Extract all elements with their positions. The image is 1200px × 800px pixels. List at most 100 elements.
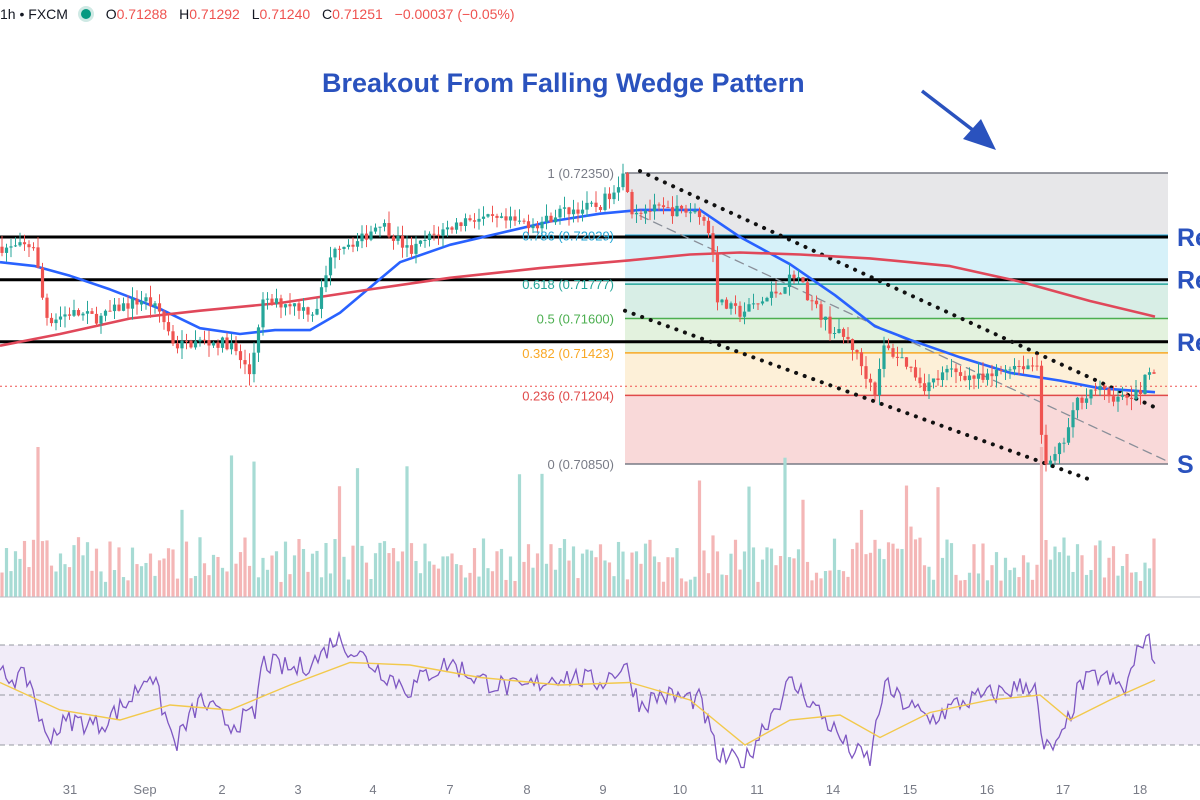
volume-bar [1066,555,1071,597]
volume-bar [454,564,459,597]
x-tick-label: 31 [63,782,77,797]
volume-bar [373,553,378,597]
volume-bar [220,567,225,597]
candle-body [324,275,328,288]
candle-body [202,339,207,341]
volume-bar [1080,555,1084,597]
volume-bar [36,447,40,597]
volume-bar [562,539,567,597]
candle-body [648,210,652,212]
volume-bar [364,562,369,597]
level-name-label-4: S [1177,451,1194,479]
volume-bar [715,551,720,597]
candle-body [787,274,792,288]
candle-body [877,368,882,396]
candle-body [630,191,634,215]
volume-bar [1039,447,1044,597]
volume-bar [378,542,382,597]
candle-body [693,210,697,213]
volume-bar [571,546,576,597]
level-name-labels: Re Re Re S [1177,224,1200,479]
candle-body [117,304,121,311]
candle-body [733,303,738,306]
volume-bar [967,572,972,597]
candle-body [922,383,927,392]
volume-bar [846,576,850,597]
candle-body [472,220,477,222]
volume-bar [459,565,463,597]
candle-body [711,233,715,255]
volume-bar [40,541,45,597]
candle-body [306,307,310,315]
volume-bar [976,573,981,597]
candle-body [571,209,576,215]
candle-body [139,301,144,305]
volume-bar [720,574,724,597]
candle-body [576,209,580,214]
volume-bar [436,568,441,597]
candle-body [171,331,175,344]
candle-body [994,369,999,377]
candle-body [198,339,202,342]
candle-body [558,208,562,218]
fib-label-0.236: 0.236 (0.71204) [522,388,614,403]
volume-bar [598,544,603,597]
candle-body [616,187,621,193]
candle-body [819,304,823,320]
volume-bar [922,565,927,597]
volume-bar [675,548,679,597]
volume-bar [193,575,198,597]
pointer-arrow-icon [920,89,996,150]
candle-body [103,310,108,316]
x-tick-label: 17 [1056,782,1070,797]
candle-body [1125,395,1129,398]
volume-bar [45,540,49,597]
candle-body [801,277,805,283]
volume-bar [207,575,211,597]
candle-body [810,300,814,302]
volume-bar [261,557,265,597]
volume-bar [738,569,742,597]
candle-body [990,373,994,377]
volume-bar [504,579,508,597]
candle-body [531,225,535,229]
candle-body [481,216,486,219]
candle-body [45,297,49,318]
volume-bar [324,543,328,597]
volume-bar [936,487,940,597]
candle-body [549,215,553,223]
volume-bar [1120,566,1125,597]
candle-body [1147,372,1152,375]
x-tick-label: 15 [903,782,917,797]
volume-bar [27,567,31,597]
candle-body [499,216,504,218]
volume-bar [99,571,103,597]
volume-bar [594,557,598,597]
volume-bar [117,547,121,597]
candle-body [522,220,526,222]
volume-bar [904,485,909,597]
volume-bar [792,558,796,597]
candle-body [238,351,243,361]
candle-body [486,214,490,217]
candle-body [126,303,130,309]
volume-bar [162,558,166,597]
volume-bar [850,549,855,597]
volume-bar [351,545,355,597]
volume-bar [702,550,706,597]
candle-body [58,316,63,320]
close-key: C [322,6,333,22]
volume-bar [306,571,310,597]
volume-bar [211,554,216,597]
candle-body [670,207,675,217]
volume-bar [486,568,490,597]
volume-bar [468,572,472,597]
volume-bar [189,578,193,597]
volume-bar [315,550,319,597]
x-tick-label: 8 [523,782,530,797]
low-value: 0.71240 [259,6,311,22]
volume-bar [558,547,562,597]
timeframe-label: 1h [0,6,16,22]
volume-bar [639,563,643,597]
